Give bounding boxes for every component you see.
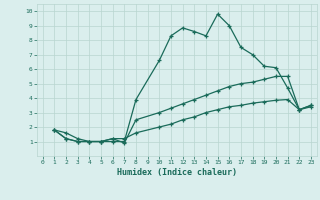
- X-axis label: Humidex (Indice chaleur): Humidex (Indice chaleur): [117, 168, 237, 177]
